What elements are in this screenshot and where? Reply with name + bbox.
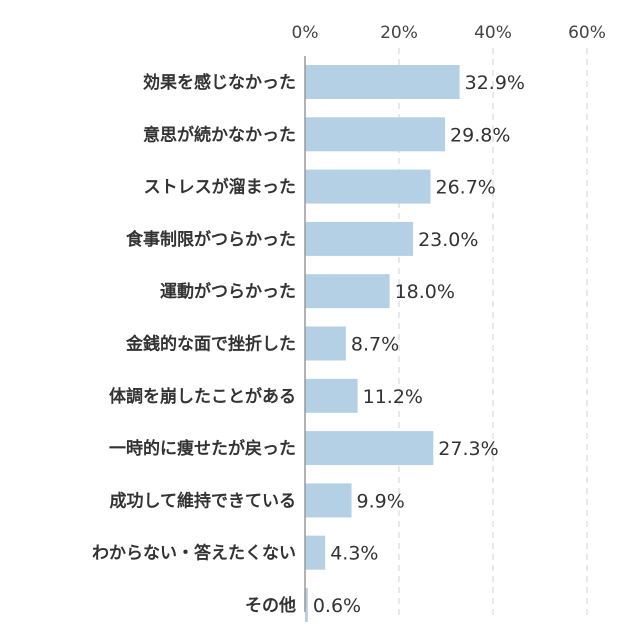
category-label: ストレスが溜まった (144, 177, 296, 198)
category-label: 運動がつらかった (160, 281, 296, 302)
value-label: 0.6% (313, 595, 361, 617)
bar (305, 117, 446, 152)
category-label: 一時的に痩せたが戻った (109, 438, 296, 459)
bar (305, 483, 352, 518)
category-label: 金銭的な面で挫折した (125, 334, 296, 355)
category-label: 成功して維持できている (110, 490, 297, 511)
x-tick-label: 60% (568, 23, 606, 43)
bar (305, 378, 358, 413)
x-tick-label: 20% (380, 23, 418, 43)
value-label: 18.0% (395, 281, 455, 303)
value-label: 26.7% (435, 177, 495, 199)
value-label: 4.3% (330, 543, 378, 565)
bar (305, 431, 434, 466)
value-label: 11.2% (363, 386, 423, 408)
category-label: その他 (245, 595, 296, 616)
category-label: 効果を感じなかった (143, 72, 296, 93)
category-label: 意思が続かなかった (143, 124, 296, 145)
value-label: 32.9% (465, 72, 525, 94)
value-label: 27.3% (438, 438, 498, 460)
grid-lines (398, 48, 588, 620)
bar (305, 274, 390, 309)
value-label: 23.0% (418, 229, 478, 251)
bar (305, 65, 460, 99)
x-axis-ticks: 0% 20% 40% 60% (292, 23, 606, 43)
x-tick-label: 40% (474, 23, 512, 43)
category-label: 食事制限がつらかった (126, 229, 296, 250)
bar (305, 169, 431, 204)
value-label: 29.8% (450, 124, 510, 146)
bar (305, 221, 414, 256)
x-tick-label: 0% (292, 23, 319, 43)
bar (305, 326, 346, 361)
value-label: 9.9% (357, 490, 405, 512)
category-labels: 効果を感じなかった意思が続かなかったストレスが溜まった食事制限がつらかった運動が… (92, 72, 296, 616)
category-label: 体調を崩したことがある (109, 386, 296, 407)
bar (305, 535, 326, 570)
value-label: 8.7% (351, 334, 399, 356)
bar (305, 588, 308, 622)
bars (305, 65, 460, 622)
value-labels: 32.9% 29.8% 26.7% 23.0% 18.0% 8.7% 11.2% 27.3% 9… (313, 72, 525, 617)
category-label: わからない・答えたくない (92, 543, 296, 564)
